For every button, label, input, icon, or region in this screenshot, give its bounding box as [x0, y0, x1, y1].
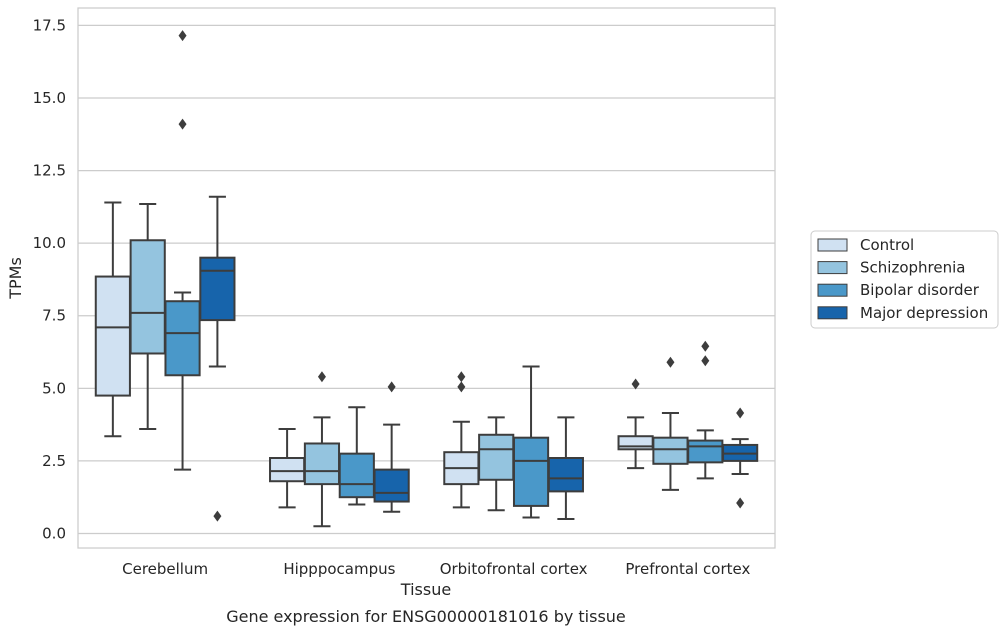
box-iqr: [338, 452, 375, 499]
box-iqr: [94, 275, 131, 397]
outlier-point: [387, 381, 396, 393]
y-tick-label: 10.0: [33, 234, 66, 252]
box-groups: [94, 30, 759, 528]
legend: Control Schizophrenia Bipolar disorder Majo…: [810, 230, 999, 329]
box-iqr: [269, 457, 306, 483]
box-schizophrenia: [478, 416, 515, 512]
outlier-point: [736, 497, 745, 509]
legend-swatch: [817, 238, 848, 252]
outlier-point: [457, 381, 466, 393]
box-major-depression: [199, 195, 236, 522]
x-axis-label: Tissue: [400, 580, 451, 599]
outlier-point: [457, 371, 466, 383]
y-tick-label: 12.5: [33, 162, 66, 180]
box-iqr: [129, 239, 166, 355]
y-tick-label: 0.0: [42, 524, 66, 542]
box-major-depression: [373, 381, 410, 513]
box-iqr: [478, 433, 515, 481]
outlier-point: [736, 407, 745, 419]
legend-label: Control: [860, 236, 914, 254]
box-iqr: [164, 300, 201, 377]
outlier-point: [178, 118, 187, 130]
outlier-point: [631, 378, 640, 390]
y-tick-label: 5.0: [42, 379, 66, 397]
box-iqr: [199, 256, 236, 322]
legend-item: Major depression: [817, 304, 988, 322]
box-major-depression: [722, 407, 759, 509]
x-tick-label: Cerebellum: [122, 560, 208, 578]
box-iqr: [373, 468, 410, 503]
box-control: [94, 201, 131, 438]
box-iqr: [547, 457, 584, 493]
chart-caption: Gene expression for ENSG00000181016 by t…: [226, 607, 626, 626]
plot-frame: [77, 7, 776, 549]
legend-swatch: [817, 283, 848, 297]
legend-label: Schizophrenia: [860, 259, 965, 277]
y-tick-label: 15.0: [33, 89, 66, 107]
box-bipolar-disorder: [164, 30, 201, 471]
box-iqr: [512, 436, 550, 507]
box-schizophrenia: [652, 356, 689, 491]
box-bipolar-disorder: [687, 340, 724, 480]
box-bipolar-disorder: [338, 406, 375, 506]
legend-label: Bipolar disorder: [860, 281, 980, 299]
legend-label: Major depression: [860, 304, 988, 322]
legend-item: Bipolar disorder: [817, 281, 980, 299]
outlier-point: [317, 371, 326, 383]
y-tick-label: 2.5: [42, 452, 66, 470]
legend-frame: [810, 230, 999, 329]
box-schizophrenia: [129, 202, 166, 430]
legend-swatch: [817, 306, 848, 320]
box-iqr: [303, 442, 341, 486]
x-tick-labels: Cerebellum Hipppocampus Orbitofrontal cort…: [122, 560, 750, 578]
x-tick-label: Prefrontal cortex: [625, 560, 750, 578]
x-tick-label: Orbitofrontal cortex: [440, 560, 588, 578]
outlier-point: [701, 355, 710, 367]
box-control: [443, 371, 480, 509]
outlier-point: [178, 30, 187, 42]
outlier-point: [701, 340, 710, 352]
legend-item: Control: [817, 236, 914, 254]
y-tick-label: 17.5: [33, 16, 66, 34]
box-bipolar-disorder: [512, 365, 550, 519]
legend-item: Schizophrenia: [817, 259, 965, 277]
y-tick-label: 7.5: [42, 307, 66, 325]
box-control: [617, 378, 654, 470]
y-tick-labels: 0.0 2.5 5.0 7.5 10.0 12.5 15.0 17.5: [33, 16, 66, 542]
box-iqr: [652, 436, 689, 465]
legend-swatch: [817, 261, 848, 275]
box-schizophrenia: [303, 371, 341, 528]
y-axis-label: TPMs: [6, 257, 25, 300]
box-major-depression: [547, 416, 584, 520]
box-iqr: [687, 439, 724, 464]
outlier-point: [213, 510, 222, 522]
outlier-point: [666, 356, 675, 368]
x-tick-label: Hipppocampus: [283, 560, 395, 578]
